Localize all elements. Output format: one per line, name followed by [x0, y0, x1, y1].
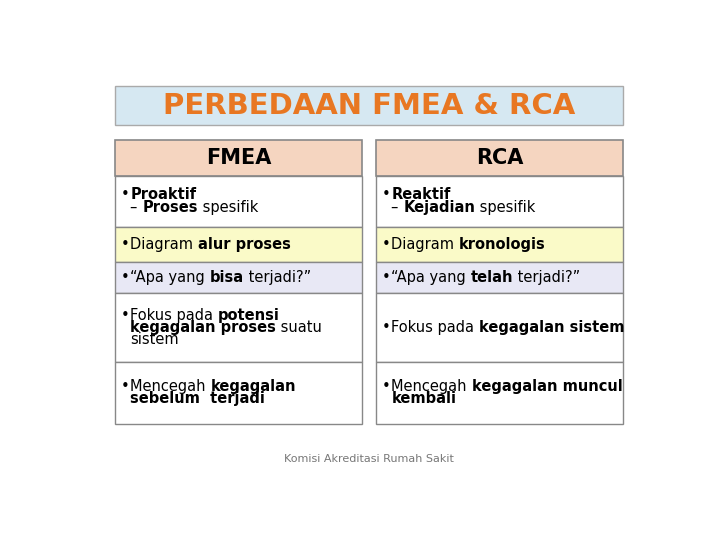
FancyBboxPatch shape	[376, 226, 624, 262]
FancyBboxPatch shape	[376, 293, 624, 362]
Text: Diagram: Diagram	[392, 237, 459, 252]
Text: Proaktif: Proaktif	[130, 187, 197, 202]
Text: Reaktif: Reaktif	[392, 187, 451, 202]
Text: –: –	[392, 200, 403, 215]
Text: suatu: suatu	[276, 320, 322, 335]
Text: –: –	[130, 200, 143, 215]
Text: •: •	[382, 320, 391, 335]
Text: •: •	[382, 379, 391, 394]
FancyBboxPatch shape	[114, 86, 624, 125]
Text: kegagalan sistem: kegagalan sistem	[479, 320, 625, 335]
Text: •: •	[382, 237, 391, 252]
Text: kegagalan: kegagalan	[210, 379, 296, 394]
Text: Komisi Akreditasi Rumah Sakit: Komisi Akreditasi Rumah Sakit	[284, 454, 454, 464]
Text: kronologis: kronologis	[459, 237, 546, 252]
FancyBboxPatch shape	[114, 176, 362, 226]
Text: spesifik: spesifik	[475, 200, 536, 215]
Text: Fokus pada: Fokus pada	[392, 320, 479, 335]
Text: bisa: bisa	[210, 270, 244, 285]
Text: Proses: Proses	[143, 200, 198, 215]
FancyBboxPatch shape	[376, 140, 624, 176]
Text: alur proses: alur proses	[198, 237, 291, 252]
Text: spesifik: spesifik	[198, 200, 258, 215]
Text: kembali: kembali	[392, 392, 456, 407]
Text: Mencegah: Mencegah	[130, 379, 210, 394]
FancyBboxPatch shape	[376, 176, 624, 226]
Text: “Apa yang: “Apa yang	[130, 270, 210, 285]
FancyBboxPatch shape	[376, 262, 624, 293]
Text: Mencegah: Mencegah	[392, 379, 472, 394]
Text: terjadi?”: terjadi?”	[513, 270, 580, 285]
Text: “Apa yang: “Apa yang	[392, 270, 471, 285]
FancyBboxPatch shape	[114, 293, 362, 362]
Text: telah: telah	[471, 270, 513, 285]
Text: Fokus pada: Fokus pada	[130, 308, 218, 322]
Text: Kejadian: Kejadian	[403, 200, 475, 215]
Text: •: •	[121, 187, 130, 202]
FancyBboxPatch shape	[114, 262, 362, 293]
Text: RCA: RCA	[476, 148, 523, 168]
Text: FMEA: FMEA	[206, 148, 271, 168]
FancyBboxPatch shape	[114, 226, 362, 262]
Text: kegagalan muncul: kegagalan muncul	[472, 379, 622, 394]
Text: kegagalan proses: kegagalan proses	[130, 320, 276, 335]
FancyBboxPatch shape	[114, 140, 362, 176]
Text: •: •	[121, 379, 130, 394]
Text: sebelum  terjadi: sebelum terjadi	[130, 392, 265, 407]
Text: •: •	[382, 187, 391, 202]
Text: potensi: potensi	[218, 308, 280, 322]
Text: •: •	[382, 270, 391, 285]
Text: terjadi?”: terjadi?”	[244, 270, 311, 285]
FancyBboxPatch shape	[114, 362, 362, 423]
Text: Diagram: Diagram	[130, 237, 198, 252]
Text: •: •	[121, 237, 130, 252]
FancyBboxPatch shape	[376, 362, 624, 423]
Text: sistem: sistem	[130, 332, 179, 347]
Text: PERBEDAAN FMEA & RCA: PERBEDAAN FMEA & RCA	[163, 92, 575, 120]
Text: •: •	[121, 308, 130, 322]
Text: •: •	[121, 270, 130, 285]
